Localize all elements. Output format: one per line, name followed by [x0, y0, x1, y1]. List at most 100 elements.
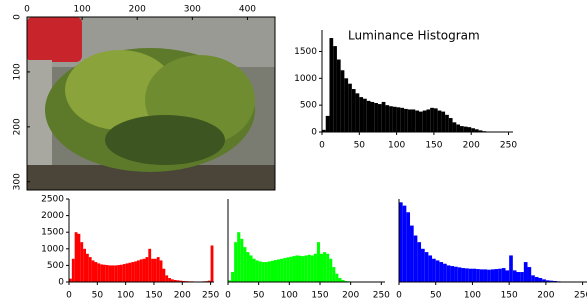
histogram-bar	[445, 115, 449, 132]
histogram-bar	[363, 99, 367, 132]
histogram-bar	[80, 242, 83, 282]
histogram-bar	[348, 84, 352, 132]
histogram-bar	[337, 60, 341, 132]
histogram-bar	[114, 265, 117, 282]
histogram-bar	[83, 249, 86, 282]
histogram-bar	[333, 46, 337, 132]
histogram-bar	[256, 260, 259, 282]
histogram-bar	[271, 261, 274, 282]
histogram-bar	[92, 260, 95, 282]
histogram-bar	[453, 122, 457, 132]
histogram-bar	[123, 264, 126, 282]
histogram-bar	[517, 272, 521, 282]
histogram-bar	[100, 264, 103, 282]
histogram-bar	[332, 267, 335, 282]
histogram-bar	[513, 270, 517, 282]
histogram-bar	[106, 265, 109, 282]
y-tick-label: 1000	[41, 244, 64, 254]
x-tick-label: 150	[425, 141, 442, 151]
y-tick-label: 500	[300, 101, 317, 111]
histogram-bar	[140, 259, 143, 282]
histogram-bar	[403, 206, 407, 282]
x-tick-label: 0	[319, 141, 325, 151]
histogram-bar	[302, 256, 305, 282]
x-tick-label: 150	[145, 291, 162, 301]
histogram-bar	[415, 111, 419, 132]
x-tick-label: 250	[202, 291, 219, 301]
histogram-bar	[443, 264, 447, 282]
histogram-bar	[134, 261, 137, 282]
histogram-bar	[246, 252, 249, 282]
histogram-bar	[382, 102, 386, 132]
histogram-bar	[471, 128, 475, 132]
histogram-bar	[426, 109, 430, 132]
x-tick-label: 200	[342, 291, 359, 301]
histogram-bar	[487, 270, 491, 282]
histogram-bar	[472, 269, 476, 282]
histogram-bar	[329, 38, 333, 132]
histogram-bar	[425, 252, 429, 282]
x-tick-label: 100	[117, 291, 134, 301]
x-tick-label: 250	[373, 291, 390, 301]
x-tick-label: 200	[129, 5, 146, 15]
x-tick-label: 100	[388, 141, 405, 151]
histogram-bar	[400, 108, 404, 132]
figure: 0100200300400010020030005010015020025005…	[0, 0, 587, 305]
histogram-bar	[237, 232, 240, 282]
histogram-bar	[491, 269, 495, 282]
y-tick-label: 0	[13, 14, 23, 20]
histogram-bar	[154, 259, 157, 282]
histogram-bar	[417, 242, 421, 282]
histogram-bar	[528, 267, 532, 282]
histogram-bar	[283, 258, 286, 282]
histogram-bar	[211, 245, 214, 282]
x-tick-label: 100	[464, 291, 481, 301]
car	[27, 17, 82, 62]
histogram-bar	[374, 103, 378, 132]
histogram-bar	[109, 265, 112, 282]
x-tick-label: 100	[74, 5, 91, 15]
histogram-bar	[160, 260, 163, 282]
chart-title: Luminance Histogram	[348, 29, 480, 43]
histogram-bar	[131, 262, 134, 282]
histogram-bar	[430, 108, 434, 132]
histogram-bar	[441, 112, 445, 132]
histogram-bar	[148, 249, 151, 282]
histogram-bar	[476, 269, 480, 282]
histogram-bar	[265, 262, 268, 282]
histogram-bar	[359, 97, 363, 132]
histogram-bar	[423, 111, 427, 132]
y-tick-label: 200	[13, 118, 23, 135]
histogram-bar	[75, 232, 78, 282]
histogram-bar	[465, 268, 469, 282]
y-tick-label: 300	[13, 173, 23, 190]
histogram-bar	[408, 109, 412, 132]
histogram-bar	[432, 259, 436, 282]
histogram-bar	[243, 247, 246, 282]
histogram-bar	[461, 268, 465, 282]
histogram-bar	[367, 101, 371, 132]
histogram-bar	[421, 249, 425, 282]
histogram-bar	[498, 269, 502, 282]
histogram-bar	[419, 112, 423, 132]
histogram-bar	[277, 259, 280, 282]
histogram-bar	[406, 212, 410, 282]
y-tick-label: 100	[13, 63, 23, 80]
histogram-bar	[329, 259, 332, 282]
y-tick-label: 1500	[41, 228, 64, 238]
x-tick-label: 0	[24, 5, 30, 15]
histogram-bar	[151, 259, 154, 282]
histogram-bar	[352, 89, 356, 132]
histogram-bar	[326, 116, 330, 132]
y-tick-label: 2500	[41, 195, 64, 205]
histogram-bar	[165, 275, 168, 282]
x-tick-label: 0	[225, 291, 231, 301]
x-tick-label: 100	[281, 291, 298, 301]
x-tick-label: 250	[500, 141, 517, 151]
histogram-bar	[520, 272, 524, 282]
histogram-bar	[111, 265, 114, 282]
histogram-bar	[231, 272, 234, 282]
histogram-bar	[531, 275, 535, 282]
x-tick-label: 400	[239, 5, 256, 15]
histogram-bar	[428, 255, 432, 282]
